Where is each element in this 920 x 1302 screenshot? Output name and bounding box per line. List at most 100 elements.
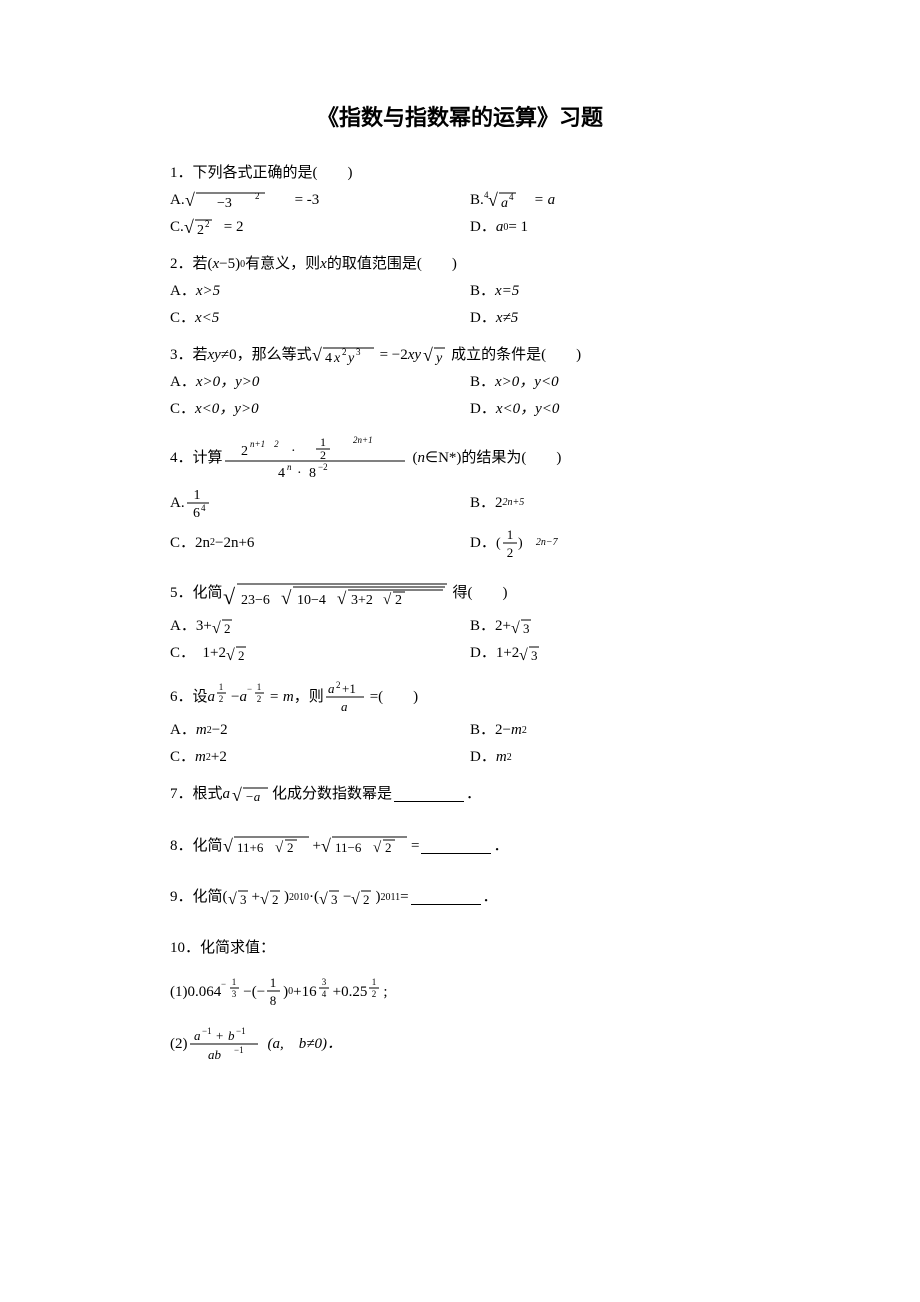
svg-text:a: a — [341, 699, 348, 714]
svg-text:2: 2 — [320, 448, 326, 462]
q3-stem: 3．若 xy≠0，那么等式 √ 4 x 2 y 3 = −2xy √ y 成立的… — [170, 342, 750, 369]
q6-stem: 6．设 a 12 − a −12 = m，则 a 2 +1 a =( ) — [170, 677, 750, 717]
svg-text:ab: ab — [208, 1047, 222, 1062]
svg-text:2: 2 — [238, 648, 245, 663]
svg-text:√: √ — [519, 647, 528, 664]
svg-text:8: 8 — [309, 466, 316, 481]
svg-text:n+1 2: n+1 2 — [250, 439, 279, 449]
svg-text:10−4: 10−4 — [297, 593, 326, 608]
svg-text:4: 4 — [325, 351, 332, 366]
svg-text:√: √ — [281, 588, 292, 609]
svg-text:2: 2 — [219, 694, 224, 704]
sqrt3-icon: √3 — [511, 616, 535, 638]
q10-part2: (2) a −1 + b −1 ab −1 (a, b≠0)． — [170, 1022, 750, 1066]
svg-text:+1: +1 — [342, 681, 356, 696]
svg-text:−: − — [247, 684, 252, 694]
svg-text:3: 3 — [240, 892, 247, 907]
svg-text:4: 4 — [509, 192, 514, 202]
blank-fill — [394, 787, 464, 802]
sqrt-11m6r2-icon: √ 11−6 √ 2 — [321, 832, 411, 860]
svg-text:3: 3 — [523, 621, 530, 636]
svg-text:b: b — [228, 1028, 235, 1043]
frac-half-paren-icon: ( 1 2 ) — [496, 525, 536, 561]
svg-text:x: x — [333, 351, 341, 366]
svg-text:√: √ — [223, 584, 236, 609]
q1-opt-d: D． a0= 1 — [470, 214, 528, 241]
svg-text:1: 1 — [257, 682, 262, 692]
svg-text:−: − — [221, 979, 226, 989]
svg-text:√: √ — [275, 840, 284, 856]
svg-text:−1: −1 — [202, 1026, 212, 1036]
svg-text:√: √ — [312, 345, 322, 365]
frac-1-64-icon: 1 6 4 — [185, 485, 215, 521]
sqrt-11p6r2-icon: √ 11+6 √ 2 — [223, 832, 313, 860]
sqrt-4x2y3-icon: √ 4 x 2 y 3 — [312, 343, 380, 369]
svg-text:4: 4 — [321, 989, 326, 999]
q4-fraction-icon: 2 n+1 2 · 1 2 2n+1 4 n · 8 −2 — [223, 433, 413, 483]
svg-text:6: 6 — [193, 506, 200, 521]
svg-text:√: √ — [373, 840, 382, 856]
svg-text:2n+1: 2n+1 — [353, 435, 373, 445]
q9-stem: 9．化简( √3 + √2 )2010 ·( √3 − √2 )2011 =． — [170, 884, 750, 911]
q5-opt-a: A．3+ √2 — [170, 613, 470, 640]
blank-fill — [421, 839, 491, 854]
svg-text:√: √ — [184, 217, 194, 237]
q4-stem: 4．计算 2 n+1 2 · 1 2 2n+1 4 n · 8 −2 (n∈N*… — [170, 433, 750, 483]
svg-text:√: √ — [212, 620, 221, 637]
svg-text:√: √ — [223, 836, 233, 856]
frac-18-icon: 18 — [265, 975, 283, 1009]
frac-a2p1-a-icon: a 2 +1 a — [324, 679, 370, 715]
svg-text:2: 2 — [224, 621, 231, 636]
svg-text:2: 2 — [272, 892, 279, 907]
q10-part1: (1)0.064 −13 −(− 18 )0 +16 34 +0.25 12 ; — [170, 972, 750, 1012]
svg-text:−a: −a — [245, 789, 261, 804]
exp-neg13-icon: −13 — [221, 977, 243, 1007]
svg-text:2: 2 — [507, 545, 514, 560]
svg-text:1: 1 — [372, 977, 377, 987]
sqrt-2sq-icon: √ 2 2 — [184, 215, 224, 241]
q7-stem: 7．根式 a √−a 化成分数指数幂是． — [170, 781, 750, 808]
svg-text:√: √ — [232, 785, 242, 805]
svg-text:√: √ — [319, 891, 328, 908]
sqrt2c-icon: √2 — [260, 887, 284, 909]
q5-opt-d: D．1+2 √3 — [470, 640, 543, 667]
svg-text:√: √ — [226, 647, 235, 664]
page-title: 《指数与指数幂的运算》习题 — [170, 100, 750, 132]
q6-opt-d: D．m2 — [470, 744, 512, 771]
svg-text:2: 2 — [241, 444, 248, 459]
q3-opt-c: C．x<0，y>0 — [170, 396, 470, 423]
q1-opt-c: C. √ 2 2 = 2 — [170, 214, 470, 241]
q8-stem: 8．化简 √ 11+6 √ 2 + √ 11−6 √ 2 =． — [170, 832, 750, 860]
sqrt-nega-icon: √−a — [230, 783, 272, 807]
svg-text:23−6: 23−6 — [241, 593, 270, 608]
q4-opt-a: A. 1 6 4 — [170, 485, 470, 521]
svg-text:4: 4 — [278, 466, 285, 481]
sqrt2-icon: √2 — [212, 616, 236, 638]
sqrt3d-icon: √3 — [319, 887, 343, 909]
q3-opt-a: A．x>0，y>0 — [170, 369, 470, 396]
svg-text:4: 4 — [201, 503, 206, 513]
exp-neghalf-icon: −1 2 — [247, 682, 269, 712]
svg-text:2: 2 — [257, 694, 262, 704]
q1-stem: 1．下列各式正确的是( ) — [170, 160, 750, 187]
svg-text:a: a — [328, 681, 335, 696]
svg-text:√: √ — [337, 589, 347, 608]
svg-text:a: a — [501, 196, 508, 211]
nthroot-a4-icon: 4 √ a 4 — [484, 188, 534, 214]
q3-opt-d: D．x<0，y<0 — [470, 396, 559, 423]
sqrt3c-icon: √3 — [228, 887, 252, 909]
svg-text:2: 2 — [287, 840, 294, 855]
svg-text:2: 2 — [385, 840, 392, 855]
svg-text:1: 1 — [320, 435, 326, 449]
svg-text:·: · — [297, 466, 302, 481]
svg-text:11+6: 11+6 — [237, 840, 264, 855]
svg-text:1: 1 — [232, 977, 237, 987]
svg-text:2: 2 — [255, 191, 260, 201]
sqrt2b-icon: √2 — [226, 643, 250, 665]
svg-text:√: √ — [228, 891, 237, 908]
svg-text:+: + — [216, 1028, 223, 1043]
svg-text:−2: −2 — [318, 462, 328, 472]
svg-text:√: √ — [321, 836, 331, 856]
q1-opt-b: B. 4 √ a 4 = a — [470, 187, 555, 214]
svg-text:√: √ — [423, 345, 433, 365]
